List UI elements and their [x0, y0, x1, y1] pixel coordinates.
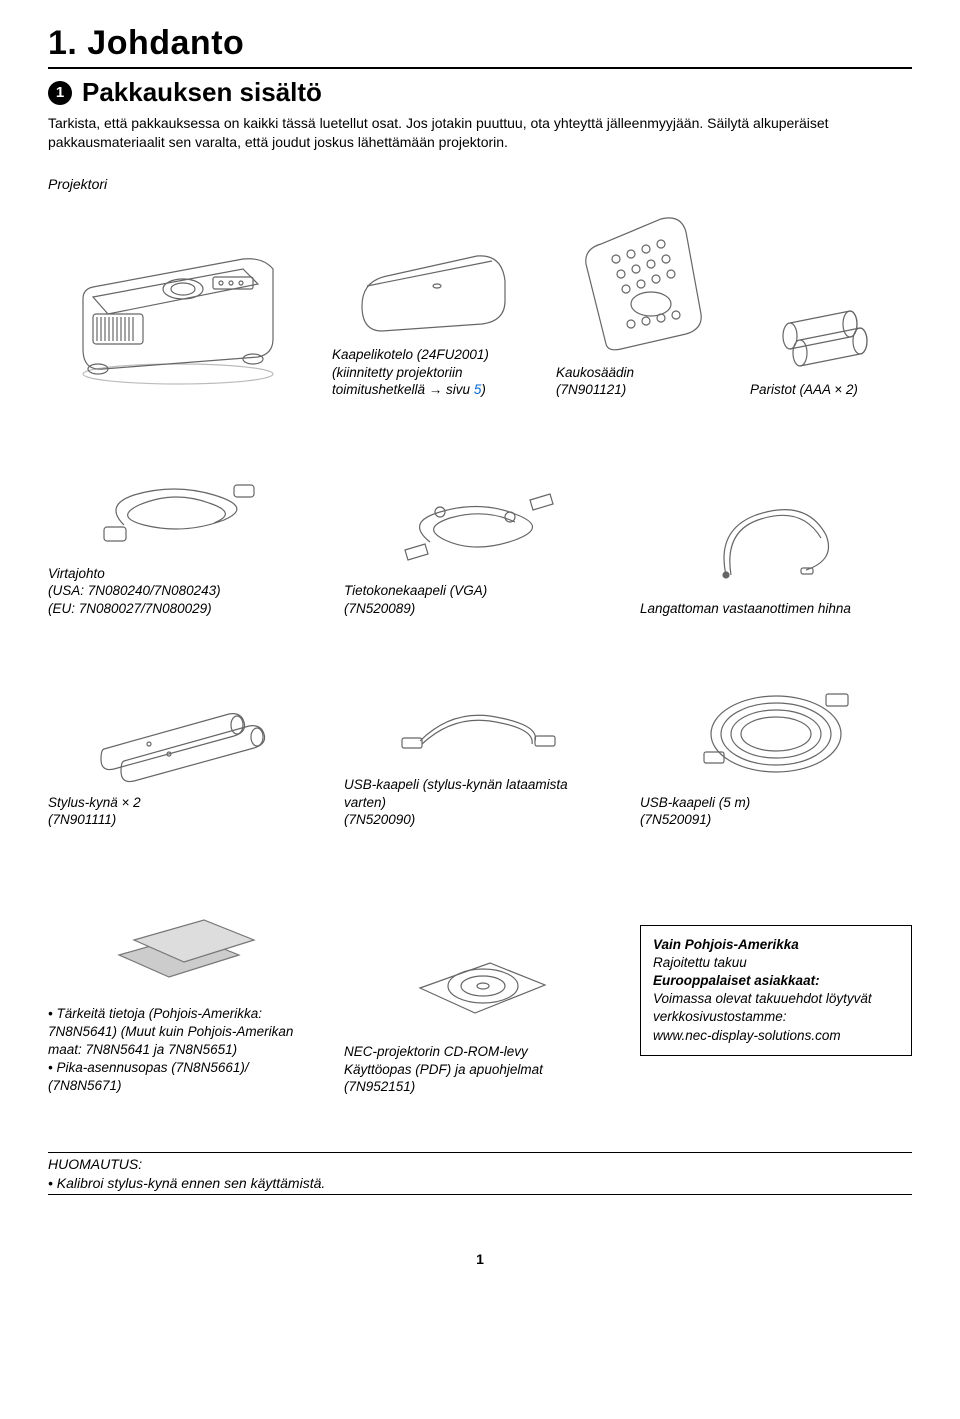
note-text: HUOMAUTUS: • Kalibroi stylus-kynä ennen … — [48, 1153, 912, 1195]
docs-illustration — [48, 885, 320, 995]
receiver-strap-caption: Langattoman vastaanottimen hihna — [640, 600, 912, 618]
remote-illustration — [556, 204, 726, 354]
cable-cover-illustration — [332, 226, 532, 336]
docs-bullet1: Tärkeitä tietoja (Pohjois-Amerikka: 7N8N… — [48, 1005, 320, 1060]
row-2: Virtajohto (USA: 7N080240/7N080243) (EU:… — [48, 455, 912, 618]
item-stylus: Stylus-kynä × 2 (7N901111) — [48, 694, 320, 829]
item-cable-cover: Kaapelikotelo (24FU2001) (kiinnitetty pr… — [332, 226, 532, 399]
title-row: 1. Johdanto — [48, 24, 912, 63]
vga-cable-caption: Tietokonekaapeli (VGA) (7N520089) — [344, 582, 616, 617]
main-title: 1. Johdanto — [48, 24, 244, 63]
usb-charging-illustration — [344, 686, 616, 766]
cable-cover-caption: Kaapelikotelo (24FU2001) (kiinnitetty pr… — [332, 346, 532, 399]
note-bullet: Kalibroi stylus-kynä ennen sen käyttämis… — [57, 1175, 325, 1191]
stylus-caption: Stylus-kynä × 2 (7N901111) — [48, 794, 320, 829]
title-rule — [48, 67, 912, 69]
row-1: Kaapelikotelo (24FU2001) (kiinnitetty pr… — [48, 204, 912, 399]
row-3: Stylus-kynä × 2 (7N901111) USB-kaapeli (… — [48, 674, 912, 829]
remote-line1: Kaukosäädin — [556, 365, 634, 380]
subtitle-row: 1 Pakkauksen sisältö — [48, 77, 912, 108]
power-cord-line1: Virtajohto — [48, 566, 105, 581]
usb-charging-line3: (7N520090) — [344, 812, 415, 827]
note-heading: HUOMAUTUS: — [48, 1156, 142, 1172]
receiver-strap-line1: Langattoman vastaanottimen hihna — [640, 601, 851, 616]
remote-caption: Kaukosäädin (7N901121) — [556, 364, 726, 399]
cdrom-line2: Käyttöopas (PDF) ja apuohjelmat — [344, 1062, 543, 1077]
item-usb-5m: USB-kaapeli (5 m) (7N520091) — [640, 674, 912, 829]
receiver-strap-illustration — [640, 490, 912, 590]
item-warranty-box: Vain Pohjois-Amerikka Rajoitettu takuu E… — [640, 925, 912, 1056]
power-cord-caption: Virtajohto (USA: 7N080240/7N080243) (EU:… — [48, 565, 320, 618]
cable-cover-line2: (kiinnitetty projektoriin — [332, 365, 463, 380]
usb-charging-caption: USB-kaapeli (stylus-kynän lataamista var… — [344, 776, 616, 829]
power-cord-line3: (EU: 7N080027/7N080029) — [48, 601, 212, 616]
vga-cable-line2: (7N520089) — [344, 601, 415, 616]
usb-charging-line2: varten) — [344, 795, 386, 810]
warranty-line5: www.nec-display-solutions.com — [653, 1028, 841, 1043]
projector-label: Projektori — [48, 176, 912, 192]
warranty-line3: Eurooppalaiset asiakkaat: — [653, 973, 820, 988]
intro-paragraph: Tarkista, että pakkauksessa on kaikki tä… — [48, 114, 912, 152]
vga-cable-illustration — [344, 472, 616, 572]
cable-cover-line3-post: ) — [481, 382, 486, 397]
stylus-line2: (7N901111) — [48, 812, 116, 827]
item-power-cord: Virtajohto (USA: 7N080240/7N080243) (EU:… — [48, 455, 320, 618]
batteries-line1: Paristot (AAA × 2) — [750, 382, 858, 397]
remote-line2: (7N901121) — [556, 382, 626, 397]
warranty-line1: Vain Pohjois-Amerikka — [653, 937, 799, 952]
warranty-line2: Rajoitettu takuu — [653, 955, 747, 970]
page-number: 1 — [48, 1251, 912, 1267]
usb-5m-line1: USB-kaapeli (5 m) — [640, 795, 750, 810]
warranty-box: Vain Pohjois-Amerikka Rajoitettu takuu E… — [640, 925, 912, 1056]
docs-bullet2: Pika-asennusopas (7N8N5661)/ (7N8N5671) — [48, 1059, 320, 1095]
item-batteries: Paristot (AAA × 2) — [750, 301, 900, 399]
stylus-illustration — [48, 694, 320, 784]
note-rule-bottom — [48, 1194, 912, 1195]
usb-5m-illustration — [640, 674, 912, 784]
item-usb-charging: USB-kaapeli (stylus-kynän lataamista var… — [344, 686, 616, 829]
warranty-line4: Voimassa olevat takuuehdot löytyvät verk… — [653, 991, 872, 1024]
usb-charging-line1: USB-kaapeli (stylus-kynän lataamista — [344, 777, 568, 792]
power-cord-illustration — [48, 455, 320, 555]
cdrom-line3: (7N952151) — [344, 1079, 415, 1094]
batteries-caption: Paristot (AAA × 2) — [750, 381, 900, 399]
cdrom-line1: NEC-projektorin CD-ROM-levy — [344, 1044, 528, 1059]
usb-5m-caption: USB-kaapeli (5 m) (7N520091) — [640, 794, 912, 829]
item-projector — [48, 239, 308, 399]
stylus-line1: Stylus-kynä × 2 — [48, 795, 141, 810]
power-cord-line2: (USA: 7N080240/7N080243) — [48, 583, 221, 598]
cable-cover-line1: Kaapelikotelo (24FU2001) — [332, 347, 489, 362]
cable-cover-line3-pre: toimitushetkellä → sivu — [332, 382, 474, 397]
projector-illustration — [48, 239, 308, 389]
item-docs: Tärkeitä tietoja (Pohjois-Amerikka: 7N8N… — [48, 885, 320, 1096]
note-block: HUOMAUTUS: • Kalibroi stylus-kynä ennen … — [48, 1152, 912, 1196]
vga-cable-line1: Tietokonekaapeli (VGA) — [344, 583, 487, 598]
row-4: Tärkeitä tietoja (Pohjois-Amerikka: 7N8N… — [48, 885, 912, 1096]
subtitle: Pakkauksen sisältö — [82, 77, 322, 108]
docs-caption: Tärkeitä tietoja (Pohjois-Amerikka: 7N8N… — [48, 1005, 320, 1096]
item-remote: Kaukosäädin (7N901121) — [556, 204, 726, 399]
usb-5m-line2: (7N520091) — [640, 812, 711, 827]
batteries-illustration — [750, 301, 900, 371]
item-cdrom: NEC-projektorin CD-ROM-levy Käyttöopas (… — [344, 923, 616, 1096]
cdrom-caption: NEC-projektorin CD-ROM-levy Käyttöopas (… — [344, 1043, 616, 1096]
item-receiver-strap: Langattoman vastaanottimen hihna — [640, 490, 912, 618]
cdrom-illustration — [344, 923, 616, 1033]
section-number-badge: 1 — [48, 81, 72, 105]
item-vga-cable: Tietokonekaapeli (VGA) (7N520089) — [344, 472, 616, 617]
